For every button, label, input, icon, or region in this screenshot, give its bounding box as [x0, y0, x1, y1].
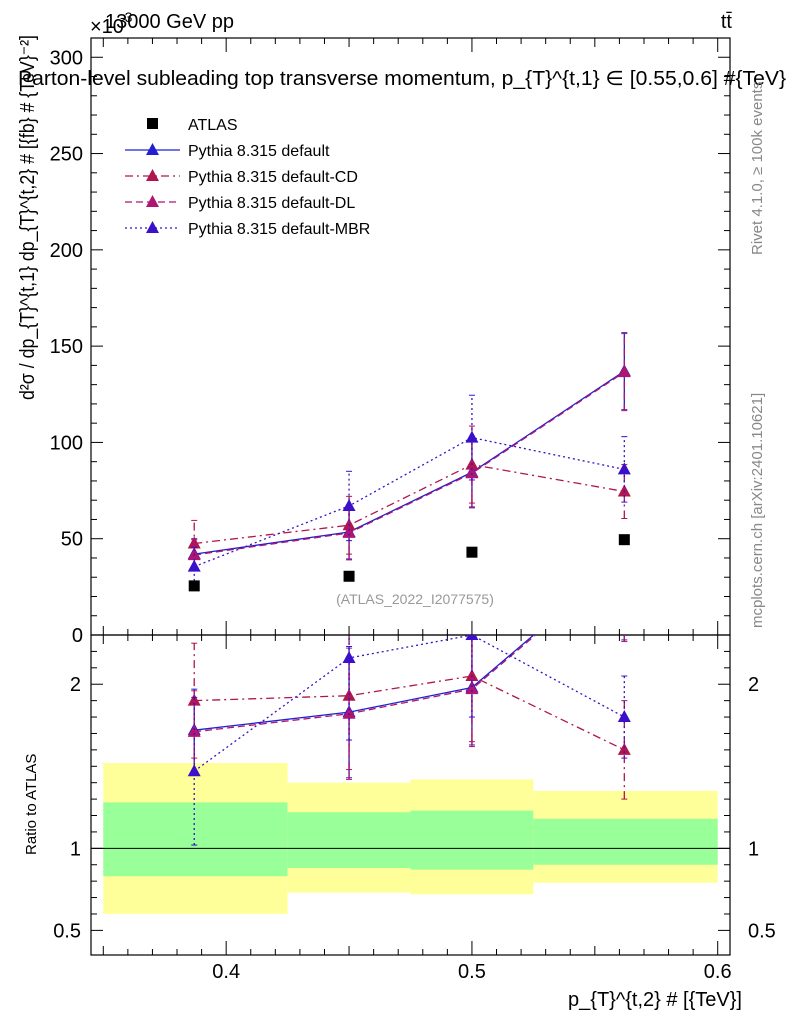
plot-frames — [90, 37, 731, 956]
legend-marker-1 — [146, 169, 159, 181]
x-tick-label: 0.5 — [458, 961, 486, 983]
rivet-label: Rivet 4.1.0, ≥ 100k events — [749, 82, 766, 255]
legend-label-3: Pythia 8.315 default-MBR — [188, 221, 370, 238]
series-point-2 — [465, 466, 479, 479]
main-panel-frame — [90, 37, 731, 636]
ratio-point-3 — [187, 764, 201, 777]
legend-marker-atlas — [147, 118, 158, 129]
legend: ATLAS Pythia 8.315 default Pythia 8.315 de… — [125, 117, 370, 238]
ratio-point-3 — [465, 635, 479, 640]
ratio-tick-label-right: 2 — [748, 674, 759, 696]
ratio-line-0 — [194, 635, 535, 731]
ratio-line-2 — [194, 635, 537, 733]
ratio-point-2 — [465, 682, 479, 695]
ratio-point-0 — [618, 551, 631, 563]
ratio-point-2 — [618, 553, 631, 565]
y-tick-label: 50 — [61, 529, 83, 551]
band-inner-2 — [410, 810, 534, 870]
atlas-data-point — [466, 546, 478, 558]
x-tick-label: 0.4 — [212, 961, 240, 983]
series-point-3 — [617, 462, 631, 475]
atlas-data-point — [343, 570, 355, 582]
ratio-panel-frame — [90, 634, 731, 956]
series-line-2 — [194, 371, 625, 556]
exponent-superscript: -3 — [120, 9, 133, 25]
series-line-0 — [194, 370, 625, 555]
legend-label-0: Pythia 8.315 default — [188, 143, 330, 160]
ratio-line-3 — [193, 635, 625, 772]
series-point-3 — [465, 430, 479, 443]
series-point-3 — [342, 498, 356, 511]
ratio-point-3 — [617, 710, 631, 723]
energy-label: 13000 GeV pp — [105, 11, 234, 33]
legend-label-2: Pythia 8.315 default-DL — [188, 195, 355, 212]
series-line-1 — [194, 463, 625, 545]
ratio-tick-label-left: 1 — [70, 838, 81, 860]
band-inner-1 — [287, 812, 411, 869]
y-tick-label: 250 — [50, 144, 83, 166]
legend-label-1: Pythia 8.315 default-CD — [188, 169, 358, 186]
band-inner-3 — [533, 818, 718, 865]
y-axis-label: d²σ / dp_{T}^{t,1} dp_{T}^{t,2} # [{fb} … — [17, 35, 39, 400]
ratio-point-1 — [617, 742, 631, 755]
data-marks — [187, 332, 631, 846]
atlas-data-point — [188, 580, 200, 592]
atlas-data-point — [618, 534, 630, 546]
ratio-tick-label-left: 2 — [70, 674, 81, 696]
legend-marker-0 — [146, 143, 159, 155]
band-inner-0 — [103, 802, 288, 877]
series-point-2 — [617, 365, 631, 378]
ratio-point-3 — [342, 650, 356, 663]
legend-label-atlas: ATLAS — [188, 117, 238, 134]
y-tick-label: 200 — [50, 240, 83, 262]
plot-title: Parton-level subleading top transverse m… — [18, 68, 786, 90]
mcplots-label: mcplots.cern.ch [arXiv:2401.10621] — [749, 393, 766, 628]
series-point-3 — [187, 559, 201, 572]
main-series-group — [187, 332, 631, 592]
x-axis-label: p_{T}^{t,2} # [{TeV}] — [568, 989, 742, 1011]
y-tick-label: 300 — [50, 47, 83, 69]
ratio-series-group — [187, 551, 631, 846]
y-tick-label: 150 — [50, 336, 83, 358]
y-tick-label: 0 — [72, 625, 83, 647]
ratio-tick-label-right: 0.5 — [748, 920, 776, 942]
ratio-tick-label-right: 1 — [748, 838, 759, 860]
ratio-point-2 — [187, 724, 201, 737]
ratio-tick-label-left: 0.5 — [53, 920, 81, 942]
ratio-point-2 — [342, 706, 356, 719]
exponent-label: ×10 — [90, 16, 124, 38]
legend-marker-3 — [146, 221, 159, 233]
analysis-watermark: (ATLAS_2022_I2077575) — [336, 591, 494, 607]
process-label: tt̄ — [721, 11, 733, 33]
y-tick-label: 100 — [50, 432, 83, 454]
ratio-uncertainty-bands — [91, 763, 730, 914]
legend-marker-2 — [146, 195, 159, 207]
ratio-line-1 — [194, 675, 625, 751]
x-tick-label: 0.6 — [704, 961, 732, 983]
ratio-axis-label: Ratio to ATLAS — [23, 754, 40, 855]
series-point-2 — [342, 525, 356, 538]
series-line-3 — [193, 436, 625, 568]
